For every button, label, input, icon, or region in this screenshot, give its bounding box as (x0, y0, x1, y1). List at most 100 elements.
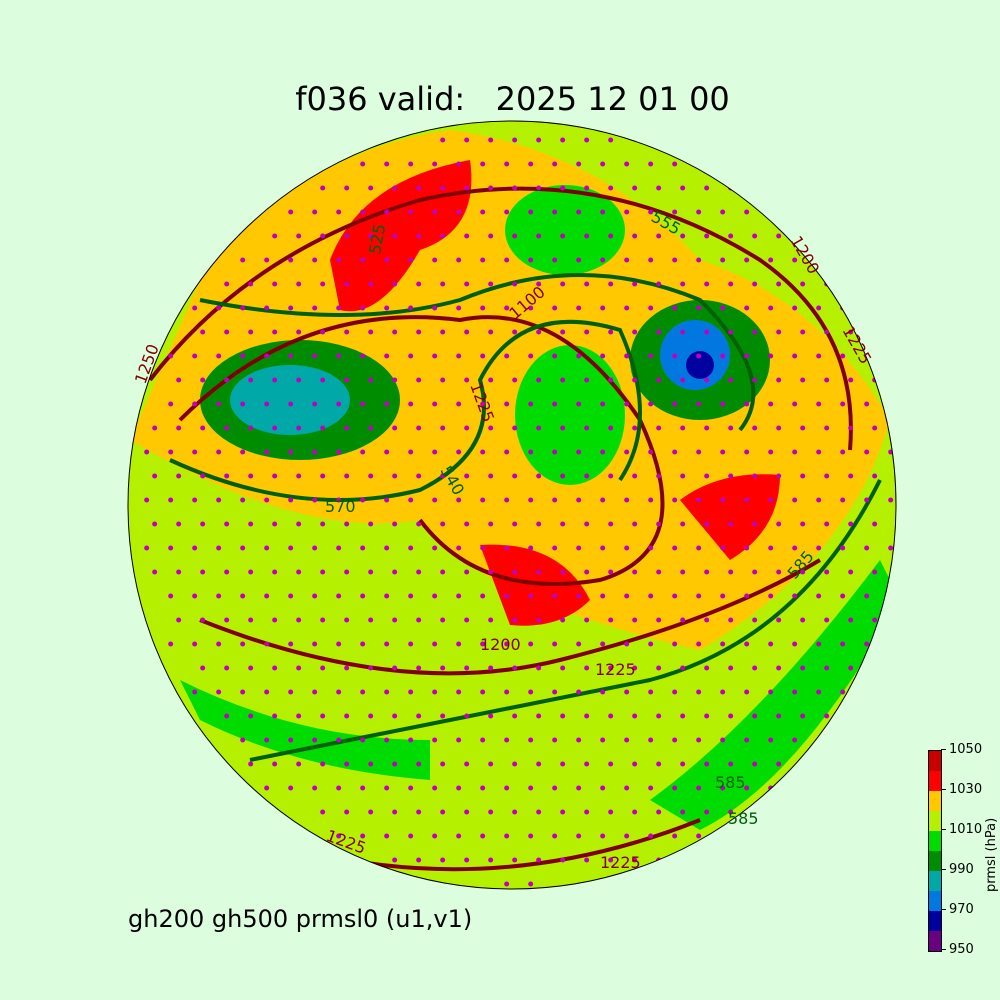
wind-point (792, 593, 798, 599)
wind-point (648, 737, 654, 743)
wind-point (720, 497, 726, 503)
wind-point (648, 593, 654, 599)
wind-point (504, 353, 510, 359)
wind-point (272, 377, 278, 383)
wind-point (416, 473, 422, 479)
wind-point (336, 833, 342, 839)
wind-point (608, 521, 614, 527)
wind-point (480, 161, 486, 167)
wind-point (272, 473, 278, 479)
wind-point (456, 305, 462, 311)
wind-point (600, 257, 606, 263)
wind-point (696, 785, 702, 791)
wind-point (744, 785, 750, 791)
wind-point (264, 689, 270, 695)
wind-point (800, 569, 806, 575)
wind-point (176, 425, 182, 431)
wind-point (320, 569, 326, 575)
wind-point (360, 305, 366, 311)
wind-point (408, 401, 414, 407)
wind-point (288, 737, 294, 743)
wind-point (392, 521, 398, 527)
wind-point (344, 329, 350, 335)
wind-point (584, 569, 590, 575)
wind-point (528, 881, 534, 887)
wind-point (192, 545, 198, 551)
wind-point (608, 569, 614, 575)
wind-point (696, 833, 702, 839)
wind-point (488, 665, 494, 671)
wind-point (704, 473, 710, 479)
wind-point (744, 593, 750, 599)
wind-point (384, 545, 390, 551)
colorbar-segment (929, 891, 941, 911)
wind-point (192, 593, 198, 599)
wind-point (504, 881, 510, 887)
wind-point (768, 401, 774, 407)
wind-point (728, 521, 734, 527)
wind-point (648, 689, 654, 695)
wind-point (312, 353, 318, 359)
wind-point (432, 257, 438, 263)
wind-point (512, 473, 518, 479)
wind-point (432, 161, 438, 167)
wind-point (584, 857, 590, 863)
wind-point (488, 521, 494, 527)
wind-point (672, 305, 678, 311)
wind-point (632, 425, 638, 431)
wind-point (864, 401, 870, 407)
wind-point (336, 785, 342, 791)
wind-point (536, 425, 542, 431)
wind-point (704, 233, 710, 239)
wind-point (440, 809, 446, 815)
wind-point (552, 545, 558, 551)
wind-point (360, 641, 366, 647)
wind-point (872, 521, 878, 527)
wind-point (632, 185, 638, 191)
wind-point (224, 521, 230, 527)
wind-point (440, 185, 446, 191)
wind-point (680, 665, 686, 671)
wind-point (176, 473, 182, 479)
wind-point (384, 833, 390, 839)
wind-point (704, 809, 710, 815)
wind-point (608, 233, 614, 239)
wind-point (632, 569, 638, 575)
wind-point (176, 569, 182, 575)
wind-point (440, 377, 446, 383)
wind-point (696, 353, 702, 359)
wind-point (336, 401, 342, 407)
wind-point (296, 569, 302, 575)
wind-point (840, 545, 846, 551)
wind-point (368, 425, 374, 431)
wind-point (320, 809, 326, 815)
wind-point (680, 473, 686, 479)
wind-point (368, 809, 374, 815)
wind-point (392, 857, 398, 863)
wind-point (168, 497, 174, 503)
wind-point (680, 377, 686, 383)
wind-point (288, 689, 294, 695)
wind-point (368, 473, 374, 479)
wind-point (200, 521, 206, 527)
wind-point (288, 545, 294, 551)
wind-point (720, 353, 726, 359)
wind-point (576, 497, 582, 503)
wind-point (744, 209, 750, 215)
wind-point (360, 833, 366, 839)
wind-point (392, 761, 398, 767)
wind-point (680, 281, 686, 287)
wind-point (504, 545, 510, 551)
wind-point (152, 473, 158, 479)
wind-point (696, 641, 702, 647)
wind-point (608, 377, 614, 383)
wind-point (600, 449, 606, 455)
wind-point (416, 233, 422, 239)
wind-point (768, 449, 774, 455)
wind-point (384, 737, 390, 743)
wind-point (248, 377, 254, 383)
wind-point (696, 305, 702, 311)
wind-point (216, 305, 222, 311)
wind-point (360, 545, 366, 551)
wind-point (440, 425, 446, 431)
